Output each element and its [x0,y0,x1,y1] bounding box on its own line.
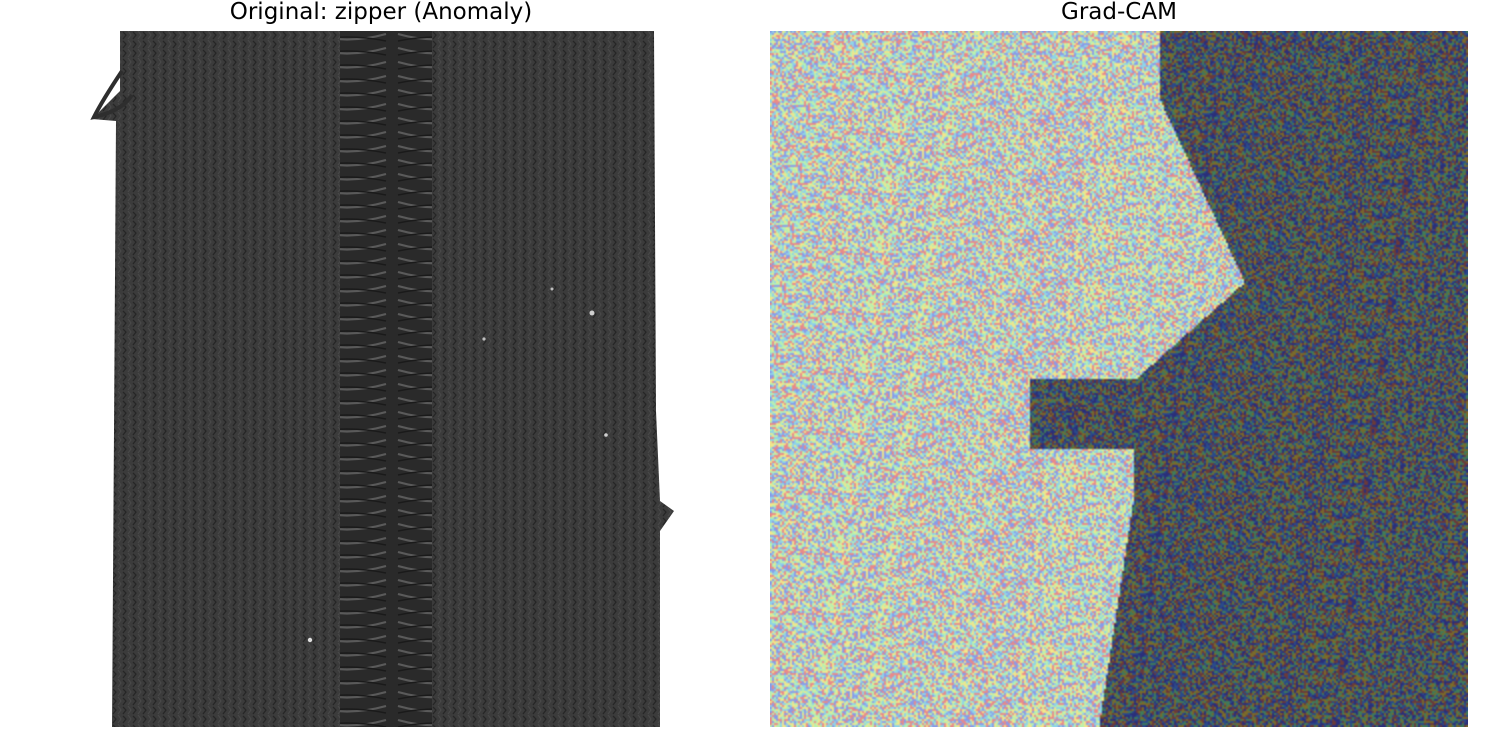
gradcam-heatmap [770,31,1468,727]
zipper-photo-icon [32,31,730,727]
original-image-title: Original: zipper (Anomaly) [229,0,533,25]
gradcam-title: Grad-CAM [1061,0,1177,25]
gradcam-overlay-icon [770,31,1468,727]
original-zipper-image [32,31,730,727]
